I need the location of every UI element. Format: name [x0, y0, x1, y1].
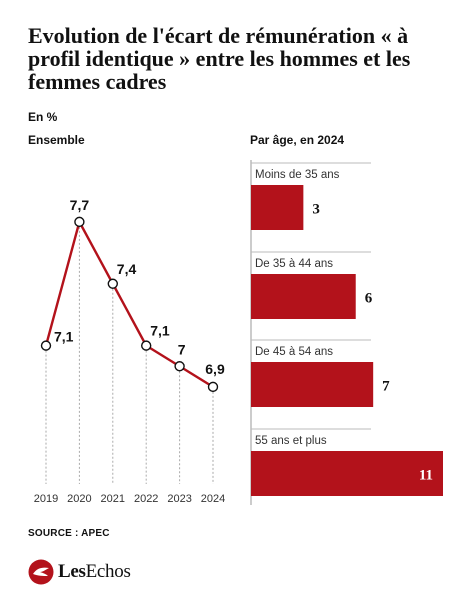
- category-label: Moins de 35 ans: [255, 169, 340, 181]
- bar: [251, 362, 373, 407]
- category-label: De 45 à 54 ans: [255, 346, 333, 358]
- bar-value-label: 6: [365, 291, 373, 307]
- category-label: De 35 à 44 ans: [255, 258, 333, 270]
- les-echos-logo: LesEchos: [28, 559, 131, 585]
- logo-text: LesEchos: [58, 561, 131, 583]
- echos-bird-icon: [28, 559, 54, 585]
- bar: [251, 451, 443, 496]
- bar-value-label: 7: [382, 379, 390, 395]
- source-note: SOURCE : APEC: [28, 528, 110, 539]
- category-label: 55 ans et plus: [255, 435, 327, 447]
- bar: [251, 185, 303, 230]
- bar: [251, 274, 356, 319]
- bar-value-label: 3: [312, 202, 320, 218]
- bar-value-label: 11: [419, 468, 433, 484]
